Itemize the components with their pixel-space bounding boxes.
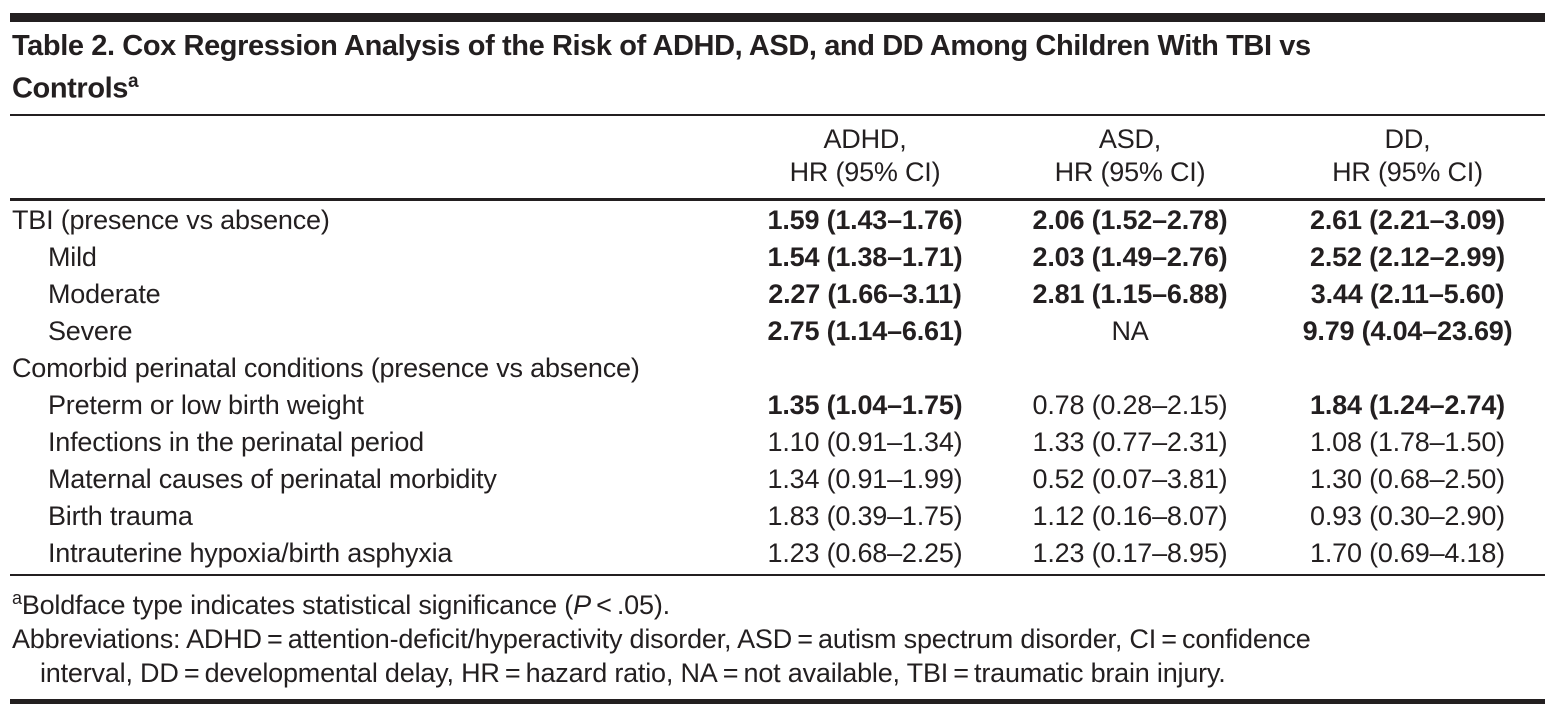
row-label: Comorbid perinatal conditions (presence … (12, 352, 640, 383)
column-header-dd-line1: DD, (1384, 123, 1431, 154)
hr-ci-value: 1.34 (0.91–1.99) (767, 463, 963, 494)
table-body: TBI (presence vs absence) 1.59 (1.43–1.76… (10, 201, 1545, 574)
table-title-line1: Table 2. Cox Regression Analysis of the … (12, 30, 1311, 62)
table-row: Severe 2.75 (1.14–6.61) NA 9.79 (4.04–23.69… (10, 313, 1545, 350)
table-footnotes: aBoldface type indicates statistical sig… (10, 576, 1545, 699)
top-bar (10, 13, 1545, 22)
hr-ci-value: 2.03 (1.49–2.76) (1032, 241, 1228, 272)
column-header-dd-line2: HR (95% CI) (1332, 156, 1483, 187)
footnote-a-pvalue-symbol: P (573, 589, 591, 620)
divider-under-title (10, 113, 1545, 116)
table-title-footnote-marker: a (128, 71, 139, 92)
hr-ci-value: 1.30 (0.68–2.50) (1310, 463, 1505, 494)
footnote-a-text-end: < .05). (590, 589, 670, 620)
bottom-bar (10, 698, 1545, 704)
table-header-row: ADHD, HR (95% CI) ASD, HR (95% CI) DD, H… (10, 116, 1545, 198)
table-row: Mild 1.54 (1.38–1.71) 2.03 (1.49–2.76) 2.52… (10, 239, 1545, 276)
row-label: Severe (48, 315, 133, 346)
hr-ci-value (990, 350, 1270, 387)
hr-ci-value (740, 350, 990, 387)
hr-ci-value: 2.61 (2.21–3.09) (1310, 204, 1505, 235)
hr-ci-value: 1.08 (1.78–1.50) (1310, 426, 1505, 457)
hr-ci-value: 1.83 (0.39–1.75) (767, 500, 963, 531)
hr-ci-value: 2.52 (2.12–2.99) (1310, 241, 1505, 272)
table-row: TBI (presence vs absence) 1.59 (1.43–1.76… (10, 202, 1545, 239)
hr-ci-value: 2.27 (1.66–3.11) (768, 278, 962, 309)
table-row: Preterm or low birth weight 1.35 (1.04–1.… (10, 387, 1545, 424)
hr-ci-value: 1.70 (0.69–4.18) (1310, 537, 1505, 568)
hr-ci-value: 1.12 (0.16–8.07) (1032, 500, 1228, 531)
table-row: Comorbid perinatal conditions (presence … (10, 350, 1545, 387)
row-label: Mild (48, 241, 97, 272)
column-header-asd-line2: HR (95% CI) (1054, 156, 1206, 187)
row-label: Preterm or low birth weight (48, 389, 364, 420)
hr-ci-value: 1.23 (0.68–2.25) (767, 537, 963, 568)
divider-under-header (10, 197, 1545, 201)
table-row: Moderate 2.27 (1.66–3.11) 2.81 (1.15–6.88)… (10, 276, 1545, 313)
footnote-a-marker: a (12, 587, 22, 608)
hr-ci-value: 1.84 (1.24–2.74) (1310, 389, 1505, 420)
abbreviations-line2: interval, DD = developmental delay, HR =… (40, 657, 1226, 688)
hr-ci-value: 0.78 (0.28–2.15) (1032, 389, 1228, 420)
column-header-dd: DD, HR (95% CI) (1270, 123, 1545, 189)
hr-ci-value: NA (1111, 315, 1149, 346)
divider-under-body (10, 573, 1545, 576)
hr-ci-value: 1.23 (0.17–8.95) (1032, 537, 1228, 568)
hr-ci-value: 1.59 (1.43–1.76) (767, 204, 963, 235)
table-title: Table 2. Cox Regression Analysis of the … (10, 22, 1545, 114)
row-label: Intrauterine hypoxia/birth asphyxia (48, 537, 453, 568)
footnote-a: aBoldface type indicates statistical sig… (12, 581, 1545, 622)
hr-ci-value (1270, 350, 1545, 387)
table-row: Maternal causes of perinatal morbidity 1.… (10, 461, 1545, 498)
row-label-header-spacer (10, 123, 740, 189)
hr-ci-value: 2.81 (1.15–6.88) (1032, 278, 1228, 309)
table-title-line2: Controls (12, 72, 129, 105)
hr-ci-value: 1.35 (1.04–1.75) (767, 389, 963, 420)
abbreviations-line1: Abbreviations: ADHD = attention-deficit/… (12, 623, 1311, 654)
column-header-asd: ASD, HR (95% CI) (990, 123, 1270, 189)
column-header-asd-line1: ASD, (1098, 123, 1162, 154)
column-header-adhd-line2: HR (95% CI) (789, 156, 941, 187)
hr-ci-value: 0.93 (0.30–2.90) (1310, 500, 1505, 531)
row-label: Maternal causes of perinatal morbidity (48, 463, 497, 494)
column-header-adhd: ADHD, HR (95% CI) (740, 123, 990, 189)
column-header-adhd-line1: ADHD, (823, 123, 907, 154)
table-row: Infections in the perinatal period 1.10 (… (10, 424, 1545, 461)
hr-ci-value: 1.33 (0.77–2.31) (1032, 426, 1228, 457)
row-label: Moderate (48, 278, 161, 309)
hr-ci-value: 0.52 (0.07–3.81) (1032, 463, 1228, 494)
hr-ci-value: 1.10 (0.91–1.34) (767, 426, 963, 457)
hr-ci-value: 9.79 (4.04–23.69) (1302, 315, 1513, 346)
table-row: Intrauterine hypoxia/birth asphyxia 1.23 … (10, 535, 1545, 572)
hr-ci-value: 3.44 (2.11–5.60) (1310, 278, 1505, 309)
row-label: Birth trauma (48, 500, 193, 531)
table-row: Birth trauma 1.83 (0.39–1.75) 1.12 (0.16–8… (10, 498, 1545, 535)
footnote-a-text: Boldface type indicates statistical sign… (21, 589, 574, 620)
row-label: Infections in the perinatal period (48, 426, 424, 457)
hr-ci-value: 2.06 (1.52–2.78) (1032, 204, 1228, 235)
hr-ci-value: 2.75 (1.14–6.61) (767, 315, 963, 346)
row-label: TBI (presence vs absence) (12, 204, 330, 235)
hr-ci-value: 1.54 (1.38–1.71) (767, 241, 963, 272)
